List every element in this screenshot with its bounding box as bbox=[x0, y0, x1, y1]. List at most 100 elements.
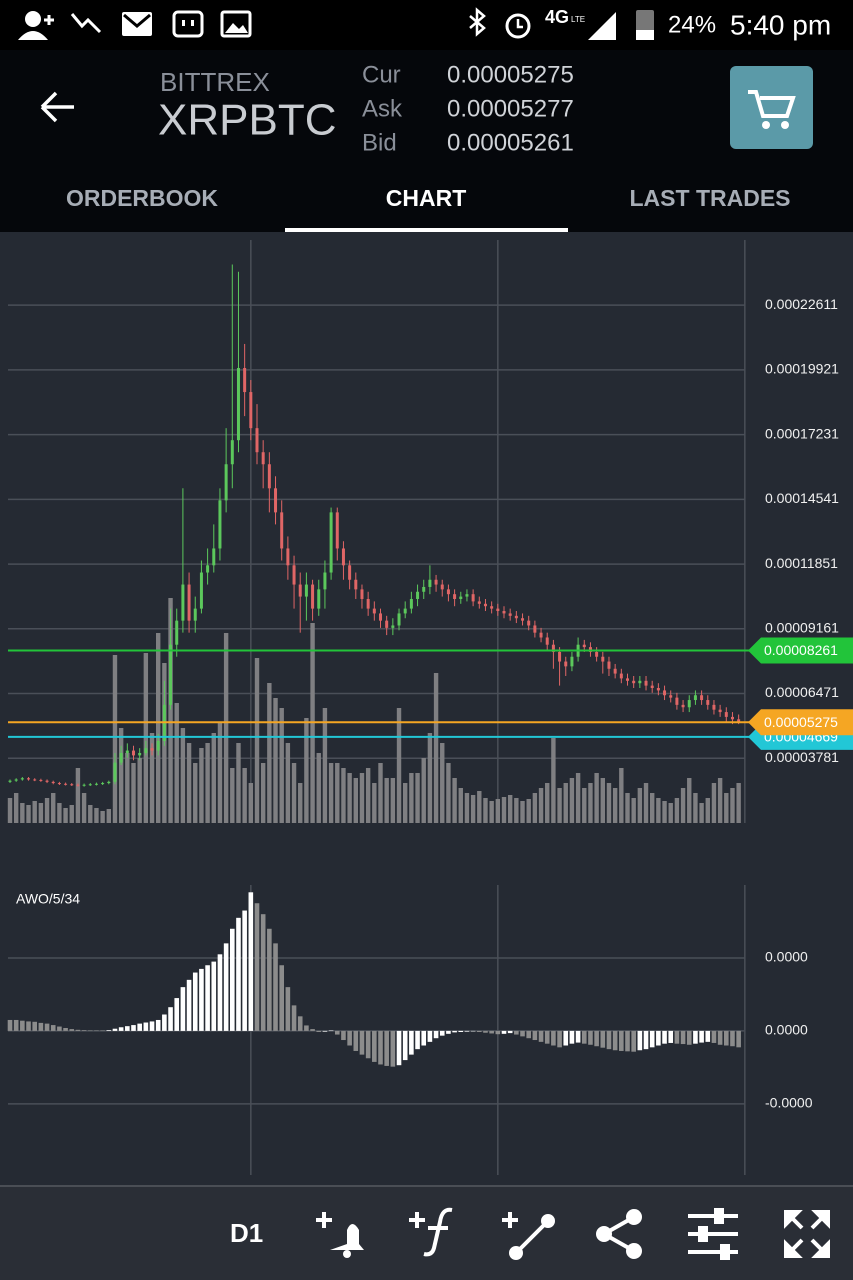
volume-bar bbox=[532, 793, 538, 823]
awo-bar bbox=[285, 987, 291, 1031]
awo-bar bbox=[514, 1030, 519, 1035]
awo-bar bbox=[421, 1030, 427, 1046]
awo-bar bbox=[668, 1030, 674, 1043]
y-tick-label: -0.0000 bbox=[765, 1095, 813, 1111]
candle-body bbox=[675, 697, 679, 705]
candle-body bbox=[33, 779, 37, 781]
tab-indicator bbox=[285, 228, 568, 232]
awo-bar bbox=[137, 1023, 142, 1031]
volume-bar bbox=[38, 803, 44, 823]
candle-body bbox=[175, 620, 179, 645]
volume-bar bbox=[427, 733, 433, 823]
volume-bar bbox=[650, 793, 655, 823]
y-tick-label: 0.0000 bbox=[765, 949, 808, 965]
settings-button[interactable] bbox=[688, 1208, 738, 1260]
awo-bar bbox=[334, 1030, 340, 1035]
candle-body bbox=[206, 565, 210, 573]
awo-bar bbox=[217, 954, 223, 1031]
awo-bar bbox=[643, 1030, 649, 1050]
candle-body bbox=[267, 464, 271, 489]
volume-bar bbox=[446, 763, 451, 823]
awo-bar bbox=[230, 928, 235, 1031]
volume-bar bbox=[94, 808, 99, 823]
tab-active[interactable]: CHART bbox=[386, 185, 467, 211]
awo-bar bbox=[341, 1030, 346, 1041]
cart-button[interactable] bbox=[730, 66, 813, 149]
awo-bar bbox=[705, 1030, 711, 1042]
candle-body bbox=[391, 625, 395, 628]
awo-bar bbox=[205, 965, 210, 1031]
candle-body bbox=[193, 608, 197, 621]
awo-bar bbox=[477, 1030, 482, 1033]
awo-bar bbox=[717, 1030, 723, 1045]
volume-bar bbox=[619, 768, 624, 823]
tab[interactable]: ORDERBOOK bbox=[66, 185, 218, 211]
candle-body bbox=[644, 680, 648, 686]
awo-bar bbox=[20, 1020, 25, 1031]
awo-bar bbox=[328, 1030, 334, 1032]
y-tick-label: 0.0000 bbox=[765, 1022, 808, 1038]
candle-body bbox=[403, 608, 407, 614]
candle-body bbox=[663, 690, 667, 696]
volume-bar bbox=[687, 778, 692, 823]
volume-bar bbox=[353, 778, 358, 823]
candle-body bbox=[397, 613, 401, 626]
awo-bar bbox=[192, 972, 198, 1031]
volume-bar bbox=[483, 798, 488, 823]
volume-bar bbox=[390, 778, 396, 823]
awo-bar bbox=[13, 1019, 19, 1031]
candle-body bbox=[372, 608, 376, 614]
awo-bar bbox=[693, 1030, 698, 1044]
awo-bar bbox=[180, 987, 186, 1031]
volume-bar bbox=[538, 788, 544, 823]
candle-body bbox=[718, 709, 722, 713]
candle-body bbox=[218, 500, 222, 549]
volume-bar bbox=[557, 788, 562, 823]
volume-bar bbox=[520, 801, 525, 823]
indicator-button[interactable] bbox=[409, 1212, 425, 1228]
volume-bar bbox=[298, 783, 303, 823]
volume-bar bbox=[88, 805, 93, 823]
fullscreen-button[interactable] bbox=[784, 1210, 830, 1258]
candle-body bbox=[94, 783, 98, 785]
volume-bar bbox=[575, 773, 581, 823]
candle-body bbox=[465, 594, 469, 597]
tab[interactable]: LAST TRADES bbox=[630, 185, 791, 211]
awo-bar bbox=[526, 1030, 531, 1039]
awo-bar bbox=[174, 998, 180, 1031]
awo-bar bbox=[248, 892, 254, 1031]
awo-bar bbox=[310, 1029, 315, 1031]
volume-bar bbox=[359, 773, 365, 823]
volume-bar bbox=[291, 763, 297, 823]
y-tick-label: 0.00022611 bbox=[765, 296, 838, 312]
volume-bar bbox=[279, 708, 284, 823]
volume-bar bbox=[711, 783, 717, 823]
volume-bar bbox=[316, 753, 321, 823]
alert-button[interactable] bbox=[316, 1212, 332, 1228]
candle-body bbox=[14, 779, 18, 781]
candle-body bbox=[601, 656, 605, 662]
candle-body bbox=[199, 572, 203, 609]
candle-body bbox=[249, 392, 253, 429]
y-tick-label: 0.00006471 bbox=[765, 684, 839, 700]
awo-bar bbox=[297, 1016, 303, 1031]
volume-bar bbox=[372, 783, 377, 823]
awo-bar bbox=[606, 1030, 612, 1050]
awo-bar bbox=[662, 1030, 667, 1044]
back-button[interactable] bbox=[40, 91, 74, 123]
share-button[interactable] bbox=[596, 1209, 642, 1259]
interval-button[interactable]: D1 bbox=[230, 1218, 263, 1248]
price-tag bbox=[748, 709, 853, 736]
candle-body bbox=[558, 651, 562, 662]
status-icons bbox=[18, 7, 654, 40]
volume-bar bbox=[223, 633, 229, 823]
candle-body bbox=[428, 579, 432, 587]
awo-bar bbox=[149, 1021, 155, 1031]
awo-bar bbox=[458, 1030, 464, 1033]
awo-bar bbox=[32, 1021, 37, 1031]
awo-bar bbox=[452, 1030, 457, 1033]
draw-button[interactable] bbox=[502, 1212, 518, 1228]
awo-bar bbox=[569, 1030, 575, 1044]
awo-bar bbox=[267, 928, 272, 1031]
awo-bar bbox=[378, 1030, 383, 1065]
